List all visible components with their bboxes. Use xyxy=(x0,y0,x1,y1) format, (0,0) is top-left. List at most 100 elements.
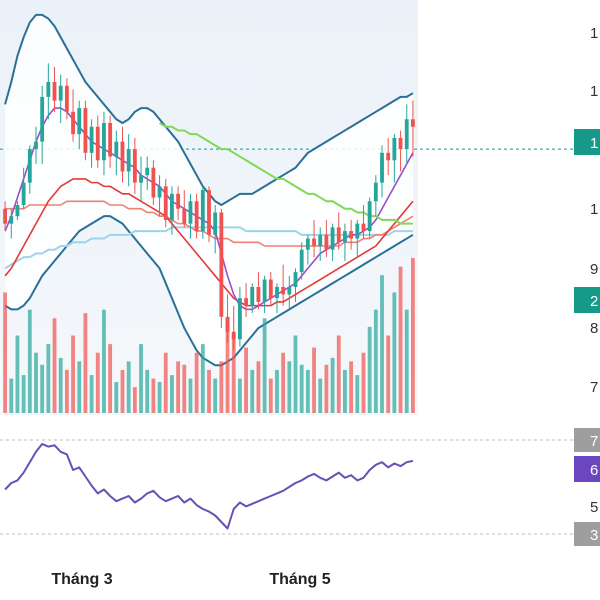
candle xyxy=(404,104,409,164)
candle-body xyxy=(40,96,45,142)
candle-body xyxy=(312,238,316,246)
volume-bar xyxy=(268,378,273,413)
time-axis: Tháng 3 Tháng 5 xyxy=(51,571,330,588)
candle-body xyxy=(182,208,187,224)
volume-bar xyxy=(64,369,69,413)
candle xyxy=(102,111,106,176)
candle xyxy=(386,137,391,176)
volume-bar xyxy=(373,309,378,413)
y-axis-label: 8 xyxy=(590,320,598,337)
candle-body xyxy=(256,287,261,302)
candle-body xyxy=(404,119,409,150)
volume-bar xyxy=(250,369,255,413)
volume-bar xyxy=(343,369,347,413)
bollinger-fill xyxy=(5,14,413,366)
candle-body xyxy=(244,298,248,306)
candle xyxy=(367,197,372,239)
candle xyxy=(244,283,248,317)
y-axis-label: 7 xyxy=(590,379,598,396)
candle xyxy=(237,287,242,347)
candle xyxy=(34,126,38,164)
volume-bar xyxy=(163,352,168,413)
candle xyxy=(126,134,131,187)
candle-body xyxy=(145,167,150,176)
price-badge-label: 1 xyxy=(590,135,598,152)
candle xyxy=(9,208,14,239)
candle-body xyxy=(77,108,82,135)
candle-body xyxy=(27,149,32,183)
candle-body xyxy=(392,137,397,161)
candle xyxy=(151,160,156,205)
candle xyxy=(349,219,354,250)
volume-bar xyxy=(355,375,360,413)
candle xyxy=(250,283,255,314)
candle-body xyxy=(250,287,255,306)
volume-bar xyxy=(410,258,415,413)
candle xyxy=(355,219,360,258)
volume-bar xyxy=(83,313,88,413)
volume-badge xyxy=(574,287,600,313)
bollinger-lower-line xyxy=(4,215,414,367)
candle xyxy=(83,100,88,161)
candle-body xyxy=(139,175,143,183)
candle xyxy=(77,100,82,150)
volume-bar xyxy=(114,382,119,413)
volume-bar xyxy=(336,335,341,413)
volume-bar xyxy=(58,357,63,413)
candle-body xyxy=(287,287,292,295)
candle xyxy=(305,234,310,265)
osc-badge-lower-label: 3 xyxy=(590,527,598,544)
volume-bar xyxy=(52,318,57,413)
volume-bar xyxy=(27,309,32,413)
x-tick-label: Tháng 5 xyxy=(269,571,330,588)
candle-body xyxy=(114,141,119,157)
volume-bar xyxy=(151,378,156,413)
candle xyxy=(15,201,20,220)
candle-body xyxy=(207,190,211,235)
volume-bar xyxy=(139,344,143,413)
volume-bars xyxy=(3,258,415,413)
candle xyxy=(299,242,304,280)
candle-body xyxy=(305,238,310,250)
candle-body xyxy=(373,182,378,202)
candle-body xyxy=(188,201,193,224)
candle-body xyxy=(89,126,94,153)
volume-bar xyxy=(188,378,193,413)
candle xyxy=(176,186,181,220)
candle xyxy=(268,272,273,306)
candle xyxy=(46,63,51,120)
candle xyxy=(132,137,137,194)
candle xyxy=(108,115,113,168)
candle xyxy=(71,89,75,142)
candle xyxy=(64,78,69,120)
volume-bar xyxy=(145,369,150,413)
candle-body xyxy=(361,223,366,232)
volume-bar xyxy=(207,369,211,413)
volume-bar xyxy=(237,378,242,413)
candle-body xyxy=(95,126,100,161)
candle-body xyxy=(324,234,329,250)
candle-body xyxy=(157,186,162,198)
volume-bar xyxy=(367,326,372,413)
volume-bar xyxy=(89,375,94,413)
candle xyxy=(194,193,199,239)
volume-badge-label: 2 xyxy=(590,293,598,310)
candle-body xyxy=(9,216,14,224)
candle xyxy=(200,186,205,239)
candle xyxy=(27,145,32,194)
volume-bar xyxy=(219,361,224,413)
candle xyxy=(188,193,193,239)
candle-body xyxy=(367,201,372,232)
candle-body xyxy=(262,279,267,302)
osc-badge-value-label: 6 xyxy=(590,462,598,479)
volume-bar xyxy=(244,347,248,413)
price-axis: 1 1 1 9 8 7 5 1 2 7 6 3 xyxy=(574,25,600,546)
candle-body xyxy=(200,190,205,232)
candle-body xyxy=(299,249,304,273)
candle-body xyxy=(386,152,391,161)
candle-body xyxy=(102,123,106,161)
y-axis-label: 1 xyxy=(590,83,598,100)
candle-body xyxy=(213,212,218,235)
candle-body xyxy=(194,201,199,232)
candle xyxy=(256,272,261,310)
